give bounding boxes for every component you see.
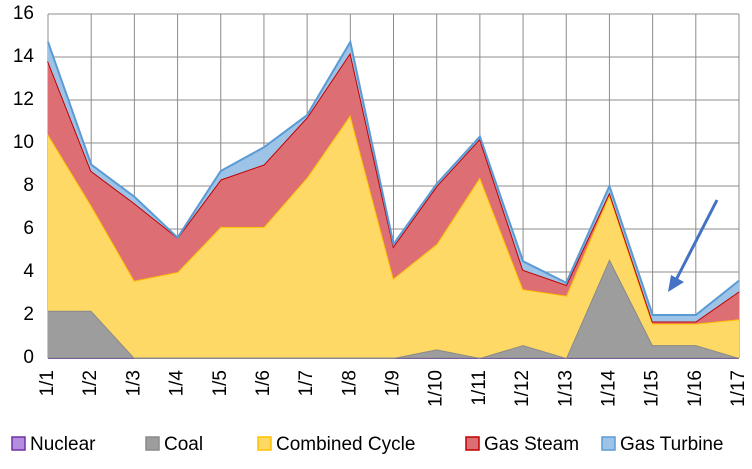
x-tick-label: 1/4: [167, 370, 188, 397]
y-tick-label: 14: [13, 46, 35, 67]
x-tick-label: 1/10: [426, 370, 447, 407]
x-tick-label: 1/11: [469, 370, 490, 406]
area-edge: [47, 39, 740, 316]
x-tick-label: 1/9: [383, 370, 404, 396]
plot-area: [47, 13, 740, 360]
legend-label: Nuclear: [30, 434, 96, 455]
x-tick-label: 1/3: [123, 370, 144, 396]
y-tick-label: 8: [23, 175, 34, 196]
x-tick-label: 1/17: [728, 370, 749, 407]
legend-label: Coal: [164, 434, 203, 455]
y-tick-label: 4: [23, 261, 34, 282]
area: [48, 115, 739, 358]
x-tick-label: 1/12: [512, 370, 533, 407]
legend-swatch: [257, 436, 272, 451]
x-tick-label: 1/2: [80, 370, 101, 396]
area: [48, 259, 739, 358]
x-tick-label: 1/1: [37, 370, 58, 396]
legend-swatch: [601, 436, 616, 451]
arrow-head: [668, 275, 684, 292]
x-tick-label: 1/14: [598, 370, 619, 407]
legend-label: Gas Turbine: [620, 434, 724, 455]
y-tick-label: 12: [13, 89, 34, 110]
y-tick-label: 0: [23, 347, 34, 368]
x-tick-label: 1/5: [210, 370, 231, 396]
annotation-arrow: [668, 199, 719, 292]
y-tick-label: 6: [23, 218, 34, 239]
x-tick-label: 1/7: [296, 370, 317, 396]
area: [48, 52, 739, 324]
legend-swatch: [145, 436, 160, 451]
x-tick-label: 1/13: [555, 370, 576, 407]
y-tick-label: 10: [13, 132, 34, 153]
x-tick-label: 1/8: [339, 370, 360, 396]
x-tick-label: 1/16: [685, 370, 706, 407]
legend-label: Gas Steam: [484, 434, 579, 455]
arrow-shaft: [674, 199, 719, 281]
legend-swatch: [11, 436, 26, 451]
y-tick-label: 16: [13, 3, 34, 24]
legend-swatch: [465, 436, 480, 451]
y-tick-label: 2: [23, 304, 34, 325]
legend-label: Combined Cycle: [276, 434, 415, 455]
x-tick-label: 1/6: [253, 370, 274, 396]
x-tick-label: 1/15: [642, 370, 663, 407]
